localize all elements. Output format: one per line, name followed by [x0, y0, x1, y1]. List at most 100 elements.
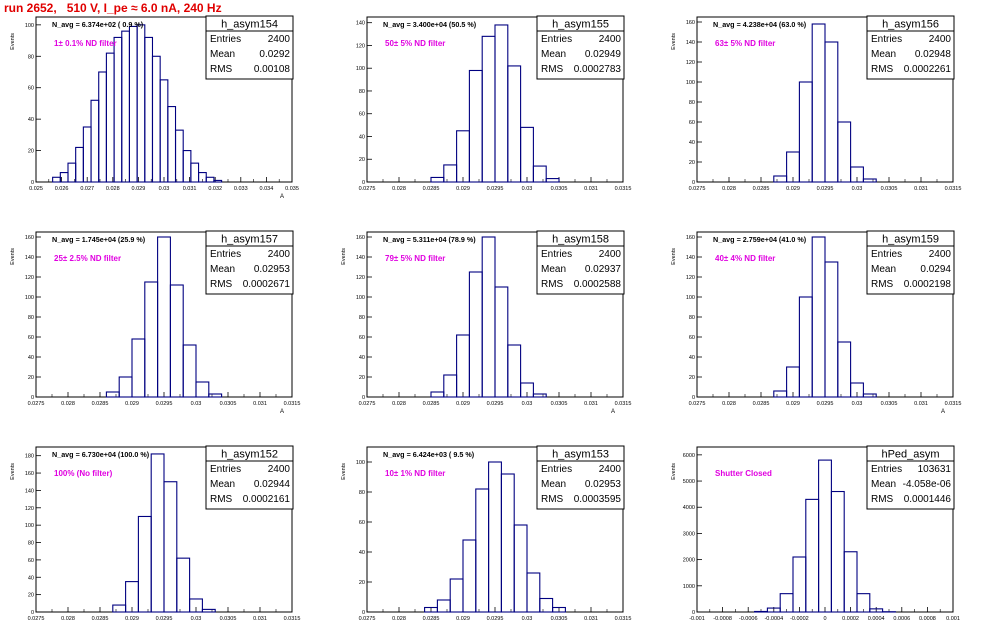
- histogram-bin: [500, 473, 515, 613]
- x-tick-label: -0.001: [689, 616, 705, 622]
- y-tick-label: 140: [356, 255, 365, 261]
- histogram-bin: [488, 461, 502, 613]
- y-tick-label: 100: [686, 80, 695, 86]
- y-tick-label: 60: [28, 335, 34, 341]
- stats-rms-label: RMS: [871, 279, 894, 290]
- y-tick-label: 40: [359, 134, 365, 140]
- y-tick-label: 0: [692, 180, 695, 186]
- stats-entries-label: Entries: [210, 249, 241, 260]
- x-tick-label: 0.032: [208, 186, 222, 192]
- y-tick-label: 0: [31, 180, 34, 186]
- histogram-bin: [811, 236, 826, 398]
- x-tick-label: 0.0295: [817, 186, 834, 192]
- histogram-bin: [824, 261, 839, 398]
- stats-rms-label: RMS: [541, 279, 564, 290]
- y-tick-label: 120: [356, 275, 365, 281]
- histogram-bin: [481, 35, 496, 183]
- x-tick-label: 0.031: [183, 186, 197, 192]
- x-tick-label: 0.028: [106, 186, 120, 192]
- filter-annotation: 40± 4% ND filter: [715, 254, 775, 263]
- stats-rms-label: RMS: [210, 279, 233, 290]
- y-tick-label: 0: [692, 610, 695, 616]
- filter-annotation: 50± 5% ND filter: [385, 39, 445, 48]
- x-tick-label: 0.028: [61, 616, 75, 622]
- navg-label: N_avg = 6.374e+02 ( 0.9 %): [52, 20, 144, 29]
- x-tick-label: 0.0285: [753, 186, 770, 192]
- y-tick-label: 80: [689, 100, 695, 106]
- x-tick-label: 0.029: [456, 186, 470, 192]
- y-tick-label: 60: [689, 120, 695, 126]
- filter-annotation: 79± 5% ND filter: [385, 254, 445, 263]
- x-tick-label: 0.031: [914, 401, 928, 407]
- histogram-bin: [174, 129, 184, 183]
- y-tick-label: 60: [28, 558, 34, 564]
- histogram-bin: [526, 572, 541, 613]
- x-tick-label: -0.0002: [790, 616, 809, 622]
- x-tick-label: 0.0295: [817, 401, 834, 407]
- y-tick-label: 1000: [683, 584, 695, 590]
- x-tick-label: 0.0315: [284, 401, 301, 407]
- x-tick-label: 0.031: [584, 186, 598, 192]
- y-tick-label: 60: [359, 335, 365, 341]
- y-tick-label: 4000: [683, 505, 695, 511]
- stats-entries-value: 2400: [268, 34, 291, 45]
- histogram-bin: [176, 557, 191, 613]
- x-tick-label: 0.025: [29, 186, 43, 192]
- y-axis-label: Events: [671, 463, 677, 480]
- stats-box: [205, 230, 294, 295]
- y-tick-label: 3000: [683, 531, 695, 537]
- stats-entries-value: 2400: [929, 34, 952, 45]
- stats-mean-value: 0.0294: [920, 264, 951, 275]
- x-tick-label: 0.031: [914, 186, 928, 192]
- x-tick-label: 0.0295: [156, 616, 173, 622]
- x-tick-label: 0.03: [852, 186, 863, 192]
- x-tick-label: 0.03: [159, 186, 170, 192]
- histogram-panel-h_asym152: 0.0275 0.028 0.0285 0.029 0.0295 0.03 0.0305 0.…: [10, 445, 300, 622]
- x-tick-label: 0.029: [125, 401, 139, 407]
- x-tick-label: 0.0275: [28, 401, 45, 407]
- x-tick-label: 0.0285: [423, 616, 440, 622]
- x-tick-label: 0.03: [522, 186, 533, 192]
- x-tick-label: 0.029: [456, 616, 470, 622]
- filter-annotation: 100% (No filter): [54, 469, 113, 478]
- stats-mean-label: Mean: [871, 479, 896, 490]
- navg-label: N_avg = 2.759e+04 (41.0 %): [713, 235, 807, 244]
- y-axis-label: Events: [10, 463, 16, 480]
- stats-title: h_asym158: [552, 234, 609, 246]
- histogram-bin: [182, 344, 197, 398]
- y-tick-label: 100: [25, 23, 34, 29]
- x-tick-label: 0.03: [852, 401, 863, 407]
- histogram-bin: [468, 69, 483, 183]
- stats-rms-label: RMS: [541, 64, 564, 75]
- y-tick-label: 40: [689, 355, 695, 361]
- x-tick-label: -0.0004: [764, 616, 783, 622]
- stats-mean-label: Mean: [210, 479, 235, 490]
- y-tick-label: 100: [25, 295, 34, 301]
- y-tick-label: 140: [25, 255, 34, 261]
- histogram-bin: [163, 481, 178, 613]
- histogram-bin: [150, 453, 165, 613]
- histogram-panel-h_asym155: 0.0275 0.028 0.0285 0.029 0.0295 0.03 0.0305 0.…: [356, 15, 632, 192]
- x-tick-label: 0.0008: [919, 616, 936, 622]
- histogram-bin: [75, 146, 84, 183]
- stats-box: [866, 445, 955, 510]
- x-tick-label: 0.0315: [615, 186, 632, 192]
- y-tick-label: 20: [28, 375, 34, 381]
- x-tick-label: 0.0305: [881, 186, 898, 192]
- x-tick-label: 0.029: [125, 616, 139, 622]
- y-tick-label: 160: [356, 235, 365, 241]
- x-tick-label: 0.028: [392, 186, 406, 192]
- y-tick-label: 20: [689, 375, 695, 381]
- histogram-panel-h_asym157: 0.0275 0.028 0.0285 0.029 0.0295 0.03 0.0305 0.…: [10, 230, 301, 415]
- filter-annotation: Shutter Closed: [715, 469, 772, 478]
- histogram-bin: [436, 599, 451, 613]
- stats-entries-value: 2400: [599, 34, 622, 45]
- y-tick-label: 40: [359, 355, 365, 361]
- stats-entries-value: 2400: [268, 249, 291, 260]
- y-tick-label: 20: [28, 593, 34, 599]
- x-tick-label: 0.027: [80, 186, 94, 192]
- stats-rms-value: 0.0002671: [243, 279, 291, 290]
- y-tick-label: 100: [356, 460, 365, 466]
- y-tick-label: 140: [356, 21, 365, 27]
- stats-mean-value: -4.058e-06: [903, 479, 952, 490]
